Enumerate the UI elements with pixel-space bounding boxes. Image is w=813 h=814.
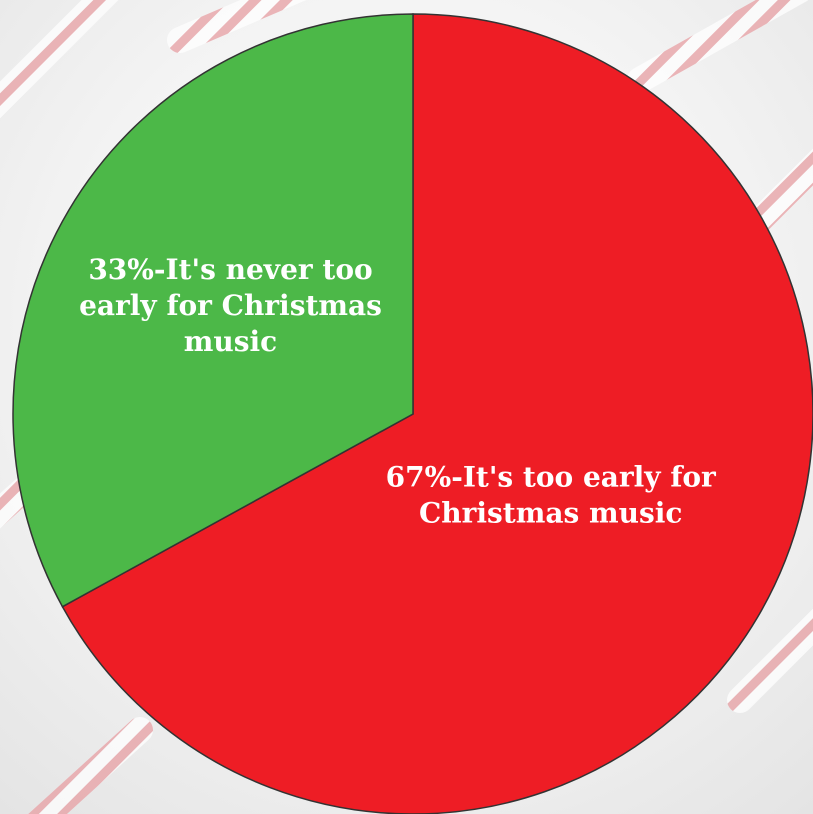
slice-label-line: early for Christmas: [79, 289, 382, 322]
candy-cane-decoration: [28, 717, 153, 814]
candy-cane-decoration: [727, 608, 813, 713]
candy-cane-decoration: [0, 0, 119, 119]
candy-cane-decoration: [167, 0, 307, 53]
slice-data-label: 33%-It's never too early for Christmas mus…: [79, 253, 382, 358]
slice-label-line: 33%-It's never too: [88, 253, 372, 286]
pie-slice: [61, 13, 813, 814]
slice-label-line: music: [184, 325, 277, 358]
pie-slice: [12, 13, 414, 608]
pie-labels: 67%-It's too early for Christmas music 33%…: [79, 253, 717, 529]
slice-data-label: 67%-It's too early for Christmas music: [386, 460, 717, 529]
slice-label-line: 67%-It's too early for: [386, 460, 717, 493]
candy-cane-decoration: [627, 0, 809, 93]
slice-label-line: Christmas music: [419, 496, 682, 529]
pie-slices: [12, 13, 813, 814]
